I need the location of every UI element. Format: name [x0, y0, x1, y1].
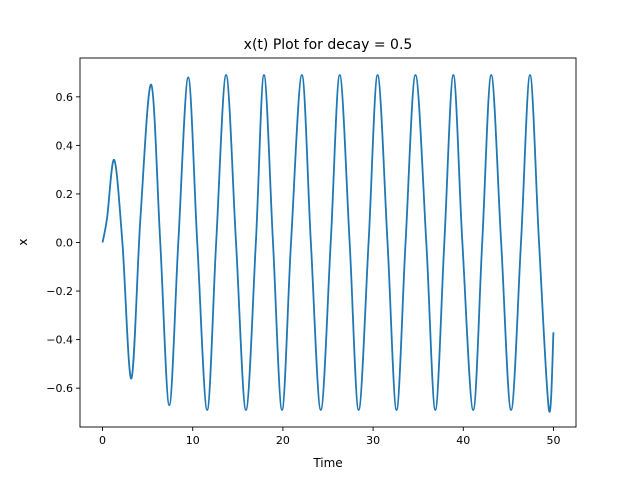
y-tick-label: 0.4 [56, 139, 74, 152]
x-tick-label: 0 [99, 434, 106, 447]
y-axis-ticks: −0.6 −0.4 −0.2 0.0 0.2 0.4 0.6 [46, 91, 80, 395]
x-tick-label: 30 [366, 434, 380, 447]
y-axis-label: x [16, 238, 30, 245]
x-tick-label: 50 [546, 434, 560, 447]
chart-title: x(t) Plot for decay = 0.5 [244, 37, 413, 53]
x-tick-label: 40 [456, 434, 470, 447]
plot-area [101, 74, 555, 413]
x-axis-ticks: 0 10 20 30 40 50 [99, 427, 560, 447]
x-tick-label: 20 [276, 434, 290, 447]
y-tick-label: −0.4 [46, 334, 73, 347]
x-tick-label: 10 [186, 434, 200, 447]
x-axis-label: Time [312, 456, 342, 470]
y-tick-label: 0.6 [56, 91, 74, 104]
series-line-0 [101, 74, 555, 413]
y-tick-label: 0.0 [56, 237, 74, 250]
y-tick-label: −0.2 [46, 285, 73, 298]
y-tick-label: −0.6 [46, 382, 73, 395]
y-tick-label: 0.2 [56, 188, 74, 201]
